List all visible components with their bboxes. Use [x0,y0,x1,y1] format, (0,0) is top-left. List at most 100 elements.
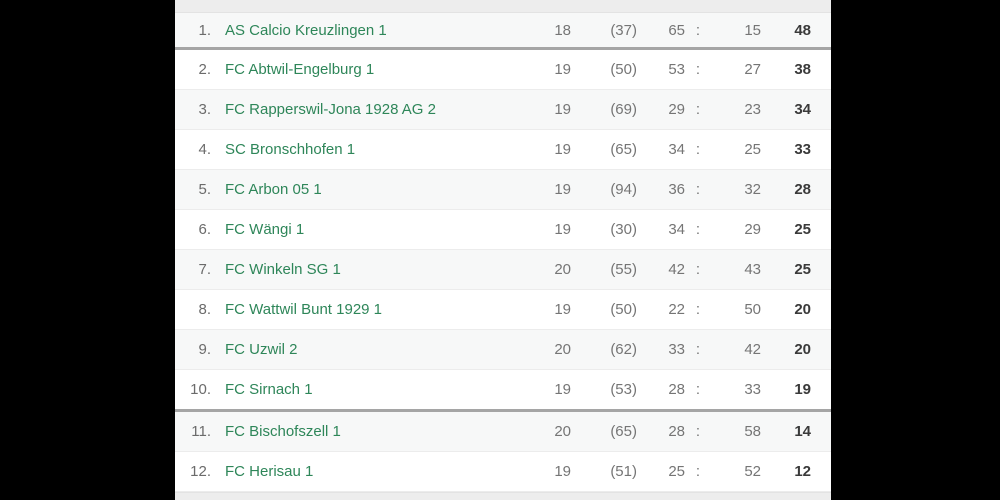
points-cell: 38 [794,61,811,78]
points-cell: 12 [794,463,811,480]
rank-cell: 1. [198,21,211,39]
table-row: 2. FC Abtwil-Engelburg 1 19 (50) 53 : 27… [175,50,831,90]
games-played-cell: 18 [554,21,571,39]
team-link[interactable]: FC Herisau 1 [225,463,314,480]
paren-stat-cell: (53) [610,381,637,398]
team-link[interactable]: FC Arbon 05 1 [225,181,322,198]
team-link[interactable]: FC Rapperswil-Jona 1928 AG 2 [225,101,436,118]
table-row: 8. FC Wattwil Bunt 1929 1 19 (50) 22 : 5… [175,290,831,330]
games-played-cell: 19 [554,141,571,158]
colon-separator: : [695,181,701,198]
points-cell: 33 [794,141,811,158]
rank-cell: 3. [198,101,211,118]
table-row: 7. FC Winkeln SG 1 20 (55) 42 : 43 25 [175,250,831,290]
rank-cell: 8. [198,301,211,318]
goals-against-cell: 58 [744,423,761,440]
table-row: 1. AS Calcio Kreuzlingen 1 18 (37) 65 : … [175,13,831,50]
goals-against-cell: 32 [744,181,761,198]
goals-for-cell: 28 [668,381,685,398]
team-cell: FC Herisau 1 [211,463,531,480]
paren-stat-cell: (94) [610,181,637,198]
points-cell: 34 [794,101,811,118]
team-cell: FC Abtwil-Engelburg 1 [211,61,531,78]
table-header-strip [175,0,831,13]
goals-for-cell: 53 [668,61,685,78]
games-played-cell: 19 [554,61,571,78]
team-cell: FC Wattwil Bunt 1929 1 [211,301,531,318]
paren-stat-cell: (62) [610,341,637,358]
colon-separator: : [695,221,701,238]
goals-for-cell: 29 [668,101,685,118]
team-link[interactable]: FC Sirnach 1 [225,381,313,398]
goals-for-cell: 36 [668,181,685,198]
rank-cell: 10. [190,381,211,398]
goals-against-cell: 29 [744,221,761,238]
goals-against-cell: 33 [744,381,761,398]
table-row: 11. FC Bischofszell 1 20 (65) 28 : 58 14 [175,412,831,452]
team-cell: SC Bronschhofen 1 [211,141,531,158]
table-row: 5. FC Arbon 05 1 19 (94) 36 : 32 28 [175,170,831,210]
games-played-cell: 19 [554,181,571,198]
games-played-cell: 19 [554,221,571,238]
standings-panel: 1. AS Calcio Kreuzlingen 1 18 (37) 65 : … [175,0,831,500]
table-row: 9. FC Uzwil 2 20 (62) 33 : 42 20 [175,330,831,370]
team-cell: AS Calcio Kreuzlingen 1 [211,22,531,39]
paren-stat-cell: (55) [610,261,637,278]
team-cell: FC Uzwil 2 [211,341,531,358]
goals-against-cell: 25 [744,141,761,158]
paren-stat-cell: (65) [610,141,637,158]
rank-cell: 9. [198,341,211,358]
table-row: 3. FC Rapperswil-Jona 1928 AG 2 19 (69) … [175,90,831,130]
team-link[interactable]: FC Uzwil 2 [225,341,298,358]
rank-cell: 7. [198,261,211,278]
rank-cell: 4. [198,141,211,158]
points-cell: 20 [794,341,811,358]
rank-cell: 11. [191,423,211,440]
goals-for-cell: 25 [668,463,685,480]
goals-for-cell: 33 [668,341,685,358]
team-link[interactable]: FC Abtwil-Engelburg 1 [225,61,375,78]
games-played-cell: 20 [554,341,571,358]
points-cell: 48 [794,21,811,39]
points-cell: 25 [794,261,811,278]
paren-stat-cell: (65) [610,423,637,440]
team-cell: FC Winkeln SG 1 [211,261,531,278]
paren-stat-cell: (51) [610,463,637,480]
points-cell: 19 [794,381,811,398]
goals-for-cell: 22 [668,301,685,318]
goals-against-cell: 43 [744,261,761,278]
colon-separator: : [695,301,701,318]
league-table-body: 1. AS Calcio Kreuzlingen 1 18 (37) 65 : … [175,13,831,492]
team-link[interactable]: FC Bischofszell 1 [225,423,341,440]
games-played-cell: 19 [554,381,571,398]
goals-for-cell: 28 [668,423,685,440]
team-link[interactable]: SC Bronschhofen 1 [225,141,356,158]
colon-separator: : [695,101,701,118]
colon-separator: : [695,463,701,480]
goals-for-cell: 34 [668,141,685,158]
rank-cell: 12. [190,463,211,480]
team-link[interactable]: AS Calcio Kreuzlingen 1 [225,21,387,39]
games-played-cell: 19 [554,101,571,118]
left-black-margin [0,0,175,500]
team-link[interactable]: FC Wängi 1 [225,221,305,238]
games-played-cell: 19 [554,463,571,480]
colon-separator: : [695,423,701,440]
games-played-cell: 20 [554,261,571,278]
points-cell: 28 [794,181,811,198]
team-link[interactable]: FC Winkeln SG 1 [225,261,341,278]
goals-against-cell: 23 [744,101,761,118]
colon-separator: : [695,341,701,358]
points-cell: 25 [794,221,811,238]
team-cell: FC Arbon 05 1 [211,181,531,198]
table-row: 4. SC Bronschhofen 1 19 (65) 34 : 25 33 [175,130,831,170]
goals-against-cell: 15 [744,21,761,39]
games-played-cell: 19 [554,301,571,318]
table-footer-strip [175,492,831,500]
team-link[interactable]: FC Wattwil Bunt 1929 1 [225,301,383,318]
goals-against-cell: 50 [744,301,761,318]
team-cell: FC Wängi 1 [211,221,531,238]
points-cell: 14 [794,423,811,440]
team-cell: FC Rapperswil-Jona 1928 AG 2 [211,101,531,118]
